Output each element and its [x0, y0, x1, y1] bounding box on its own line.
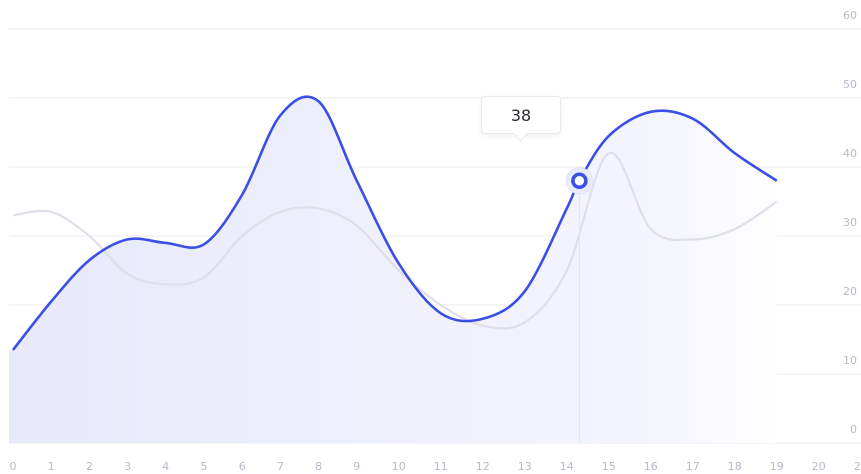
x-tick-5: 5 — [201, 460, 208, 473]
x-tick-13: 13 — [518, 460, 532, 473]
x-tick-10: 10 — [392, 460, 406, 473]
x-tick-4: 4 — [162, 460, 169, 473]
x-tick-12: 12 — [476, 460, 490, 473]
x-tick-16: 16 — [644, 460, 658, 473]
x-tick-3: 3 — [124, 460, 131, 473]
x-tick-6: 6 — [239, 460, 246, 473]
x-tick-17: 17 — [686, 460, 700, 473]
x-tick-18: 18 — [728, 460, 742, 473]
primary-series-area — [9, 96, 777, 443]
x-tick-2: 2 — [86, 460, 93, 473]
y-tick-30: 30 — [843, 216, 857, 229]
highlight-point — [571, 172, 588, 190]
x-tick-8: 8 — [315, 460, 322, 473]
y-tick-40: 40 — [843, 147, 857, 160]
x-tick-20: 20 — [812, 460, 826, 473]
y-tick-20: 20 — [843, 285, 857, 298]
x-tick-14: 14 — [560, 460, 574, 473]
y-tick-10: 10 — [843, 354, 857, 367]
x-tick-15: 15 — [602, 460, 616, 473]
x-tick-1: 1 — [48, 460, 55, 473]
y-tick-50: 50 — [843, 78, 857, 91]
primary-series-line — [11, 95, 778, 351]
secondary-series-line — [12, 151, 778, 330]
x-tick-19: 19 — [770, 460, 784, 473]
x-tick-11: 11 — [434, 460, 448, 473]
tooltip-value: 38 — [510, 105, 532, 125]
value-tooltip: 38 — [481, 96, 561, 134]
x-tick-0: 0 — [10, 460, 17, 473]
x-tick-21: 21 — [854, 460, 861, 473]
x-tick-9: 9 — [353, 460, 360, 473]
x-tick-7: 7 — [277, 460, 284, 473]
y-tick-60: 60 — [843, 9, 857, 22]
y-tick-0: 0 — [850, 423, 857, 436]
